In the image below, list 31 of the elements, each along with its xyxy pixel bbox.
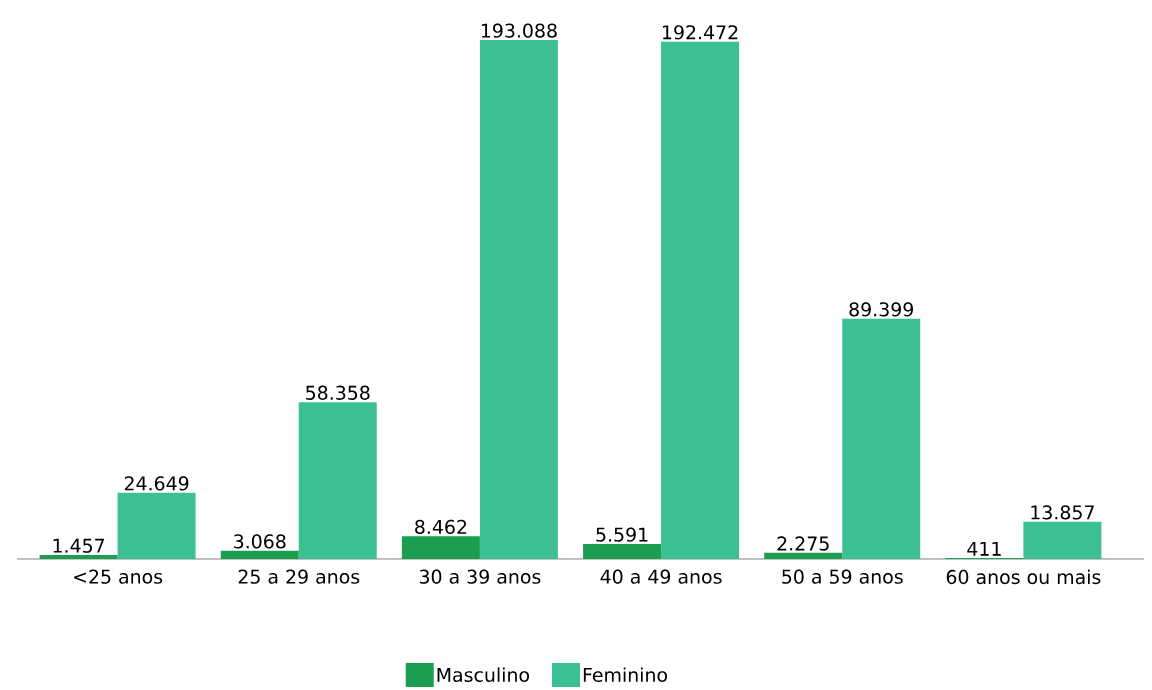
data-label: 3.068 [234, 534, 286, 549]
x-tick-label: 50 a 59 anos [782, 569, 903, 584]
x-tick-label: 60 anos ou mais [946, 569, 1101, 585]
bar [298, 402, 377, 559]
bar [220, 550, 299, 559]
bar [764, 552, 843, 559]
data-label: 58.358 [306, 385, 370, 400]
bar [1023, 521, 1102, 559]
data-label: 2.275 [777, 536, 829, 551]
data-label: 193.088 [481, 23, 557, 38]
x-tick-label: 25 a 29 anos [238, 569, 360, 584]
x-tick-label: 40 a 49 anos [600, 569, 722, 584]
data-label: 89.399 [849, 302, 913, 317]
data-label: 24.649 [124, 476, 189, 491]
bar [583, 543, 662, 559]
data-label: 192.472 [663, 25, 738, 40]
bar [401, 536, 480, 559]
bar [39, 555, 118, 559]
x-tick-label: 30 a 39 anos [419, 569, 541, 584]
bar [117, 492, 196, 559]
bar [842, 318, 921, 559]
legend-label: Masculino [437, 667, 530, 683]
data-label: 13.857 [1031, 505, 1094, 520]
data-label: 8.462 [415, 519, 467, 535]
legend-label: Feminino [583, 667, 668, 683]
bar [661, 41, 740, 559]
data-label: 411 [967, 541, 1001, 556]
x-tick-label: <25 anos [74, 569, 163, 584]
data-label: 1.457 [53, 538, 105, 553]
bar [479, 39, 558, 559]
data-label: 5.591 [596, 527, 648, 542]
